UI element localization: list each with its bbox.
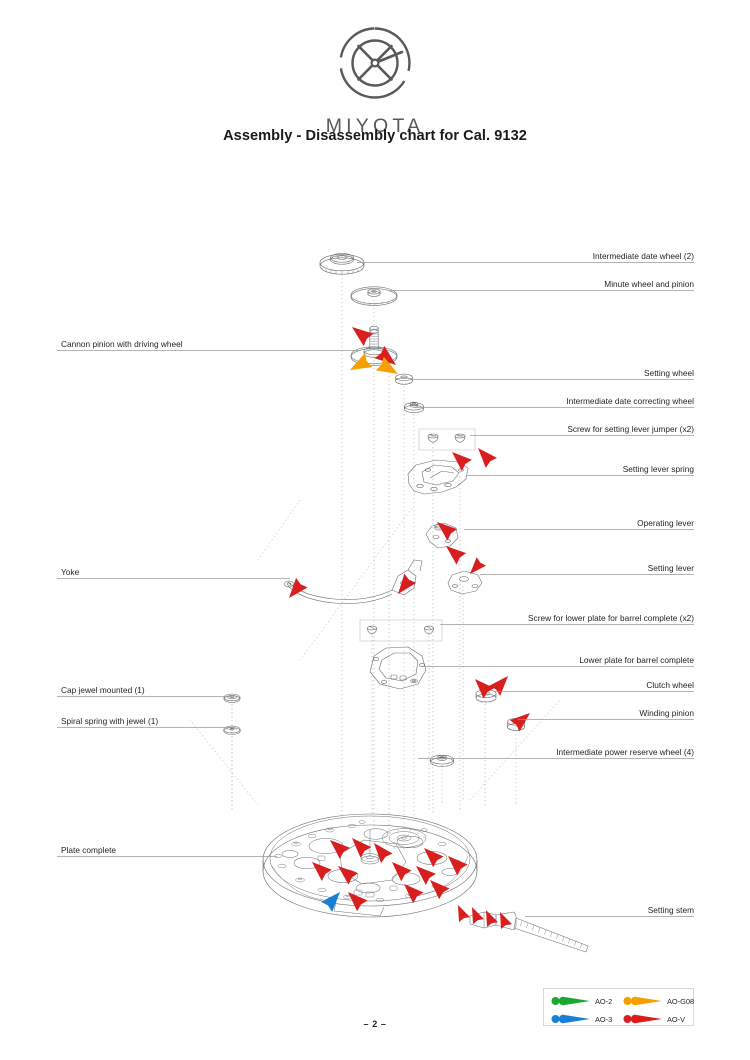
callout-setting-stem: Setting stem bbox=[647, 905, 694, 915]
callout-minute-wheel-and-pinion: Minute wheel and pinion bbox=[604, 279, 694, 289]
callout-yoke: Yoke bbox=[61, 567, 80, 577]
callout-operating-lever: Operating lever bbox=[637, 518, 694, 528]
callout-spiral-spring-with-jewel: Spiral spring with jewel (1) bbox=[61, 716, 159, 726]
brand-header: MIYOTA bbox=[0, 22, 750, 138]
oiling-arrow-icon bbox=[623, 1011, 663, 1029]
page-title: Assembly - Disassembly chart for Cal. 91… bbox=[223, 128, 527, 144]
callout-cannon-pinion-with-driving-wheel: Cannon pinion with driving wheel bbox=[61, 339, 183, 349]
legend-label-ao-3: AO-3 bbox=[595, 1015, 613, 1025]
legend-item-ao-v: AO-V bbox=[623, 1011, 694, 1029]
oiling-arrow-icon bbox=[551, 993, 591, 1011]
page-number: – 2 – bbox=[363, 1019, 387, 1029]
callout-setting-lever-spring: Setting lever spring bbox=[622, 464, 694, 474]
legend-label-ao-v: AO-V bbox=[667, 1015, 686, 1025]
callout-intermediate-power-reserve-wheel: Intermediate power reserve wheel (4) bbox=[556, 747, 694, 757]
callout-setting-lever: Setting lever bbox=[647, 563, 694, 573]
callout-cap-jewel-mounted: Cap jewel mounted (1) bbox=[61, 685, 145, 695]
callout-intermediate-date-correcting-wheel: Intermediate date correcting wheel bbox=[566, 396, 694, 406]
callout-lower-plate-for-barrel-complete: Lower plate for barrel complete bbox=[579, 655, 694, 665]
callout-setting-wheel: Setting wheel bbox=[644, 368, 694, 378]
oiling-arrow-icon bbox=[623, 993, 663, 1011]
callout-plate-complete: Plate complete bbox=[61, 845, 117, 855]
callout-winding-pinion: Winding pinion bbox=[639, 708, 694, 718]
legend-item-ao-3: AO-3 bbox=[551, 1011, 617, 1029]
legend-item-ao-g08: AO-G08 bbox=[623, 993, 694, 1011]
legend-label-ao-g08: AO-G08 bbox=[667, 997, 695, 1007]
callout-screw-for-setting-lever-jumper: Screw for setting lever jumper (x2) bbox=[567, 424, 694, 434]
oiling-arrow-icon bbox=[551, 1011, 591, 1029]
callout-clutch-wheel: Clutch wheel bbox=[646, 680, 694, 690]
legend-label-ao-2: AO-2 bbox=[595, 997, 613, 1007]
callout-intermediate-date-wheel: Intermediate date wheel (2) bbox=[592, 251, 694, 261]
miyota-cross-circle-logo-icon bbox=[0, 22, 750, 109]
callout-screw-for-lower-plate-barrel: Screw for lower plate for barrel complet… bbox=[528, 613, 694, 623]
brand-wordmark: MIYOTA bbox=[325, 115, 425, 137]
lubricant-legend: AO-2 AO-G08 AO-3 AO-V bbox=[543, 988, 694, 1026]
legend-item-ao-2: AO-2 bbox=[551, 993, 617, 1011]
